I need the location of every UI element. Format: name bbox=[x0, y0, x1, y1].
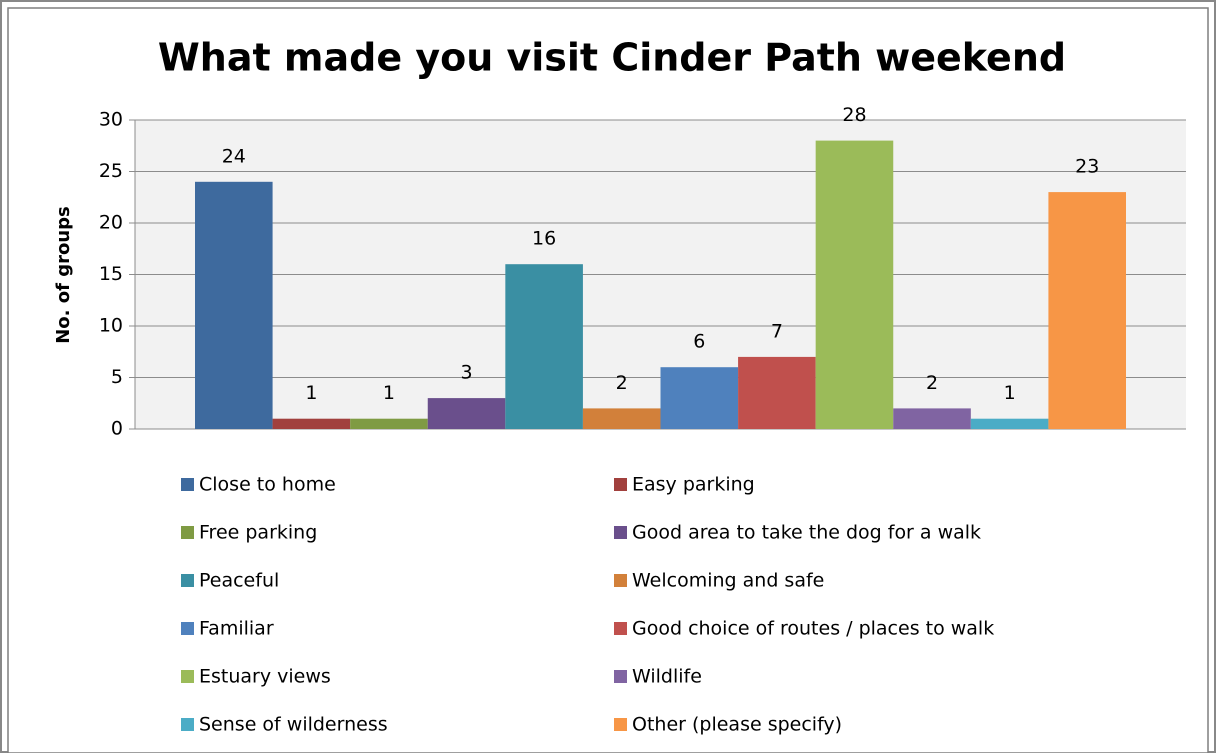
legend-swatch bbox=[181, 478, 194, 491]
legend-label: Estuary views bbox=[199, 666, 331, 688]
legend-label: Easy parking bbox=[632, 474, 755, 496]
legend-swatch bbox=[181, 622, 194, 635]
bar bbox=[350, 418, 428, 429]
legend-label: Other (please specify) bbox=[632, 714, 842, 736]
y-tick-label: 15 bbox=[99, 263, 123, 285]
y-tick-label: 30 bbox=[99, 109, 123, 131]
legend-label: Sense of wilderness bbox=[199, 714, 388, 736]
data-label: 1 bbox=[383, 382, 395, 404]
legend-label: Peaceful bbox=[199, 570, 279, 592]
y-tick-label: 20 bbox=[99, 212, 123, 234]
legend-label: Wildlife bbox=[632, 666, 702, 688]
legend-swatch bbox=[181, 574, 194, 587]
y-axis-label: No. of groups bbox=[53, 206, 74, 344]
bar bbox=[893, 408, 971, 429]
bar bbox=[195, 181, 273, 429]
y-tick-label: 0 bbox=[111, 418, 123, 440]
data-label: 2 bbox=[926, 372, 938, 394]
bar bbox=[1048, 192, 1126, 429]
legend-swatch bbox=[614, 718, 627, 731]
legend-label: Good choice of routes / places to walk bbox=[632, 618, 994, 640]
legend-label: Free parking bbox=[199, 522, 317, 544]
bar bbox=[272, 418, 351, 429]
chart-title: What made you visit Cinder Path weekend bbox=[158, 36, 1066, 80]
data-label: 1 bbox=[1004, 382, 1016, 404]
data-label: 2 bbox=[616, 372, 628, 394]
bar bbox=[427, 398, 506, 429]
data-label: 3 bbox=[460, 362, 472, 384]
bar bbox=[815, 140, 894, 429]
data-label: 24 bbox=[222, 145, 246, 167]
data-label: 1 bbox=[305, 382, 317, 404]
legend-swatch bbox=[614, 622, 627, 635]
data-label: 28 bbox=[842, 104, 866, 126]
data-label: 23 bbox=[1075, 156, 1099, 178]
y-tick-label: 5 bbox=[111, 366, 123, 388]
bar bbox=[738, 356, 816, 429]
bar bbox=[660, 367, 739, 429]
data-label: 7 bbox=[771, 320, 783, 342]
bar bbox=[970, 418, 1049, 429]
legend-swatch bbox=[614, 478, 627, 491]
legend-label: Welcoming and safe bbox=[632, 570, 824, 592]
legend-swatch bbox=[181, 670, 194, 683]
legend-swatch bbox=[181, 526, 194, 539]
data-label: 6 bbox=[693, 331, 705, 353]
legend-swatch bbox=[614, 574, 627, 587]
bar bbox=[505, 264, 583, 429]
legend-swatch bbox=[181, 718, 194, 731]
data-label: 16 bbox=[532, 228, 556, 250]
legend-swatch bbox=[614, 526, 627, 539]
y-tick-label: 25 bbox=[99, 160, 123, 182]
legend-label: Familiar bbox=[199, 618, 274, 640]
bar bbox=[582, 408, 661, 429]
legend-swatch bbox=[614, 670, 627, 683]
legend-label: Close to home bbox=[199, 474, 336, 496]
y-tick-label: 10 bbox=[99, 315, 123, 337]
legend-label: Good area to take the dog for a walk bbox=[632, 522, 981, 544]
